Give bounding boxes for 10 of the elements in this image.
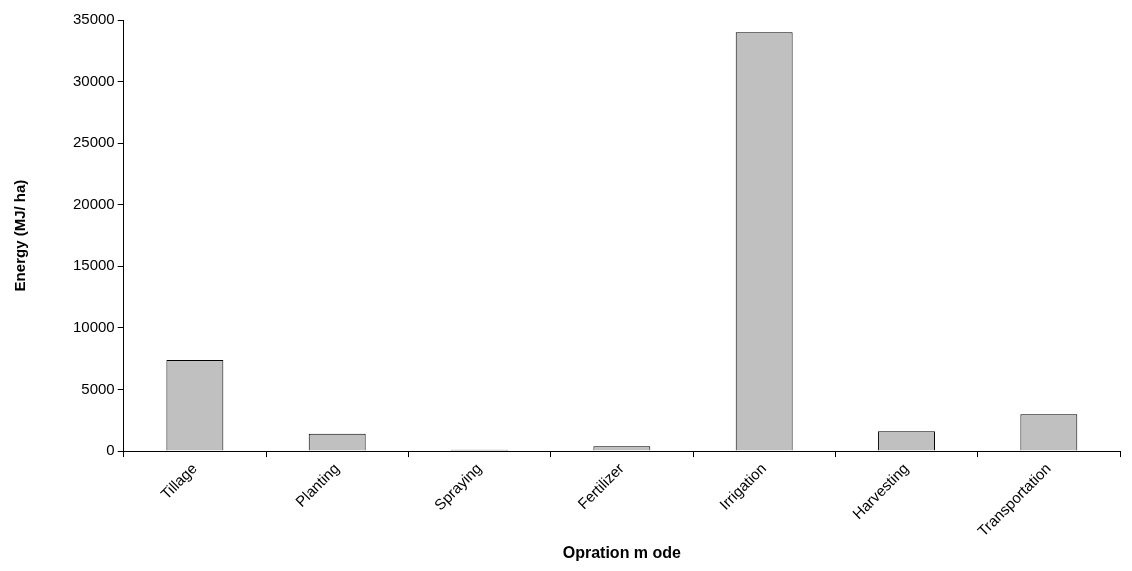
y-axis-title: Energy (MJ/ ha) <box>11 179 29 292</box>
y-tick-label: 5000 <box>81 379 115 397</box>
y-tick-label: 25000 <box>72 133 115 151</box>
y-tick-label: 20000 <box>72 194 115 212</box>
x-axis-title: Opration m ode <box>562 543 682 561</box>
y-tick-label: 10000 <box>72 318 115 336</box>
y-tick-label: 0 <box>106 441 115 459</box>
y-tick-label: 35000 <box>72 10 115 28</box>
y-tick-label: 30000 <box>72 71 115 89</box>
y-tick-label: 15000 <box>72 256 115 274</box>
